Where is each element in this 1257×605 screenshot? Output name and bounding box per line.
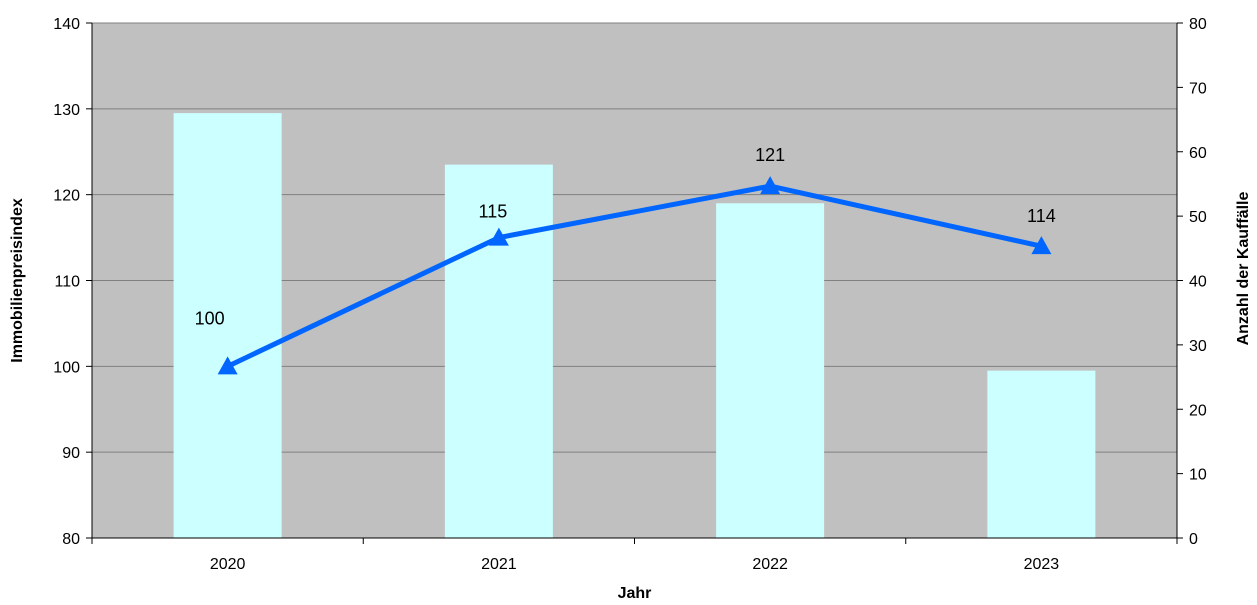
data-labels: 100 115 121 114 bbox=[195, 145, 1056, 328]
data-label: 121 bbox=[755, 145, 785, 165]
data-label: 114 bbox=[1027, 206, 1056, 226]
right-tick-label: 50 bbox=[1189, 209, 1207, 226]
line-series bbox=[217, 176, 1052, 375]
left-axis-title: Immobilienpreisindex bbox=[9, 198, 26, 363]
x-axis-title: Jahr bbox=[618, 585, 652, 602]
right-tick-label: 60 bbox=[1189, 145, 1207, 162]
left-axis-ticks: 80 90 100 110 120 130 140 bbox=[53, 16, 92, 548]
right-tick-label: 40 bbox=[1189, 274, 1207, 291]
series-line bbox=[226, 183, 1042, 369]
right-axis-title: Anzahl der Kauffälle bbox=[1235, 192, 1252, 346]
left-tick-label: 90 bbox=[62, 445, 80, 462]
bar bbox=[716, 203, 825, 538]
left-tick-label: 120 bbox=[53, 188, 80, 205]
right-tick-label: 0 bbox=[1189, 531, 1198, 548]
x-tick-label: 2021 bbox=[481, 556, 517, 573]
left-tick-label: 130 bbox=[53, 102, 80, 119]
left-tick-label: 110 bbox=[54, 274, 80, 291]
data-label: 100 bbox=[195, 308, 225, 328]
right-axis-ticks: 0 10 20 30 40 50 60 70 80 bbox=[1177, 16, 1207, 548]
line-point-marker bbox=[217, 356, 238, 375]
x-tick-label: 2023 bbox=[1024, 556, 1060, 573]
right-tick-label: 80 bbox=[1189, 16, 1207, 33]
right-tick-label: 10 bbox=[1189, 467, 1207, 484]
right-tick-label: 20 bbox=[1189, 402, 1207, 419]
x-tick-label: 2022 bbox=[752, 556, 788, 573]
x-axis-ticks: 2020 2021 2022 2023 bbox=[91, 538, 1178, 573]
line-point-marker bbox=[488, 227, 509, 246]
right-tick-label: 70 bbox=[1189, 80, 1207, 97]
left-tick-label: 80 bbox=[62, 531, 80, 548]
x-tick-label: 2020 bbox=[210, 556, 246, 573]
left-tick-label: 140 bbox=[53, 16, 80, 33]
line-point-marker bbox=[1031, 236, 1052, 255]
data-label: 115 bbox=[479, 202, 508, 222]
right-tick-label: 30 bbox=[1189, 338, 1207, 355]
line-point-marker bbox=[760, 176, 781, 195]
bar bbox=[444, 164, 553, 538]
left-tick-label: 100 bbox=[53, 359, 80, 376]
bar-series bbox=[173, 113, 1096, 538]
bar bbox=[987, 370, 1096, 538]
bar bbox=[173, 113, 282, 538]
